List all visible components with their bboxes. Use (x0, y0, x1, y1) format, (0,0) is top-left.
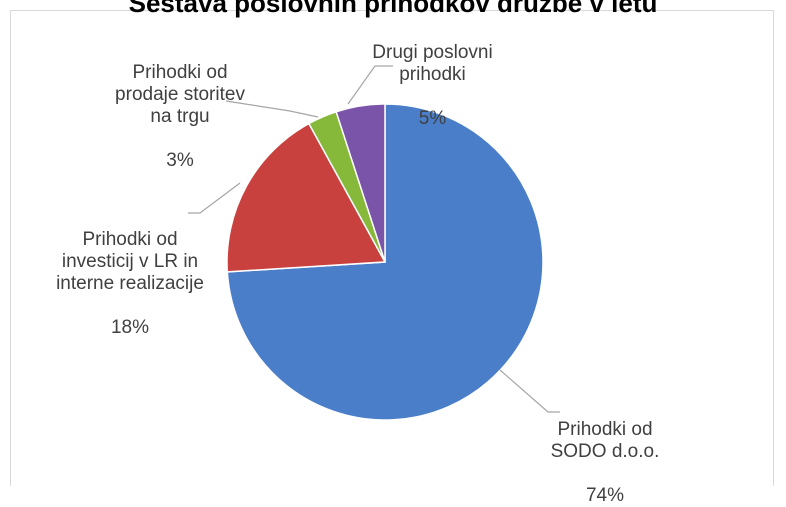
slice-drugi (335, 103, 386, 263)
slice-label-investicije: Prihodki od investicij v LR in interne r… (45, 207, 215, 339)
leader-line-trg (225, 100, 319, 118)
pie-svg (188, 65, 560, 421)
slice-label-text: Drugi poslovni prihodki (372, 42, 493, 85)
leader-line-sodo (499, 369, 560, 413)
slice-label-drugi: Drugi poslovni prihodki 5% (345, 20, 520, 130)
slice-label-value: 3% (166, 150, 194, 171)
slice-investicije (226, 122, 387, 273)
leader-line-drugi (347, 65, 393, 105)
slice-label-value: 5% (418, 108, 447, 129)
slice-label-sodo: Prihodki od SODO d.o.o. 74% (530, 397, 680, 507)
pie-chart: Sestava poslovnih prihodkov družbe v let… (10, 0, 774, 506)
leader-line-investicije (188, 182, 241, 214)
slice-label-value: 74% (585, 485, 625, 506)
slice-label-value: 18% (110, 317, 150, 338)
slice-label-text: Prihodki od investicij v LR in interne r… (56, 229, 204, 294)
slice-label-trg: Prihodki od prodaje storitev na trgu 3% (105, 40, 255, 172)
slice-label-text: Prihodki od prodaje storitev na trgu (115, 62, 245, 127)
chart-frame (10, 10, 774, 486)
slice-label-text: Prihodki od SODO d.o.o. (550, 419, 660, 462)
chart-title: Sestava poslovnih prihodkov družbe v let… (128, 0, 658, 18)
